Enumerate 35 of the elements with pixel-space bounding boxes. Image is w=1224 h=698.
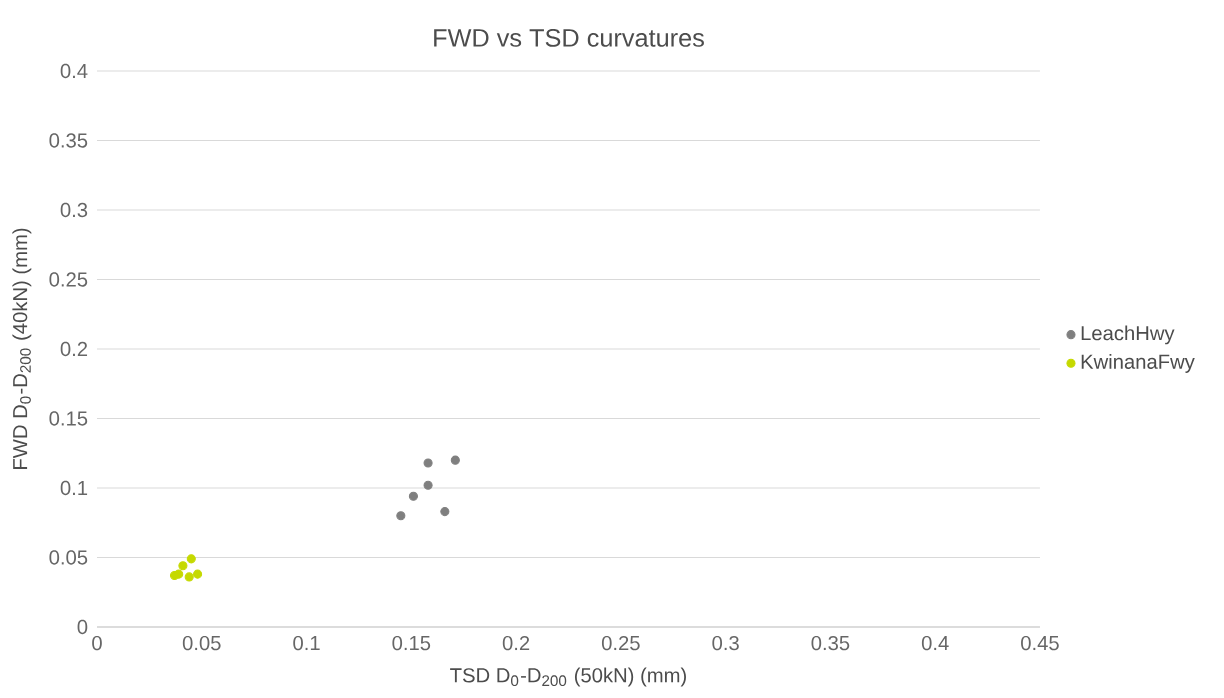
point bbox=[440, 507, 450, 517]
x-tick-label: 0.3 bbox=[712, 635, 739, 651]
x-axis-title: TSD D$_{0}$-D$_{200}$ (50kN) (mm) bbox=[450, 667, 686, 687]
y-tick-label: 0.35 bbox=[49, 133, 88, 148]
x-tick-label: 0.1 bbox=[293, 635, 320, 651]
point bbox=[174, 569, 184, 579]
point bbox=[408, 491, 418, 501]
point bbox=[423, 480, 433, 490]
point bbox=[193, 569, 203, 579]
y-tick-label: 0.05 bbox=[49, 550, 88, 565]
point bbox=[186, 554, 196, 564]
point bbox=[423, 458, 433, 468]
y-tick-label: 0.2 bbox=[60, 341, 88, 357]
point bbox=[396, 511, 406, 521]
point bbox=[450, 455, 460, 465]
legend-label: KwinanaFwy bbox=[1081, 354, 1195, 373]
point bbox=[184, 572, 194, 582]
legend-label: LeachHwy bbox=[1081, 325, 1175, 345]
x-tick-label: 0.35 bbox=[811, 635, 850, 651]
x-tick-label: 0.05 bbox=[182, 635, 221, 651]
x-tick-label: 0.2 bbox=[502, 635, 530, 651]
y-tick-label: 0.25 bbox=[49, 272, 88, 287]
y-axis-title: FWD D$_{0}$-D$_{200}$ (40kN) (mm) bbox=[12, 228, 32, 469]
x-tick-label: 0.4 bbox=[921, 635, 949, 651]
chart-title: FWD vs TSD curvatures bbox=[434, 28, 704, 47]
y-tick-label: 0.4 bbox=[60, 63, 88, 79]
x-tick-label: 0 bbox=[92, 635, 102, 651]
y-tick-label: 0.1 bbox=[60, 480, 88, 496]
x-tick-label: 0.45 bbox=[1021, 635, 1059, 651]
point bbox=[178, 561, 188, 571]
y-tick-label: 0.15 bbox=[49, 411, 88, 426]
x-tick-label: 0.25 bbox=[601, 635, 640, 651]
y-tick-label: 0.3 bbox=[60, 202, 88, 218]
y-tick-label: 0 bbox=[77, 619, 88, 635]
x-tick-label: 0.15 bbox=[392, 635, 431, 651]
